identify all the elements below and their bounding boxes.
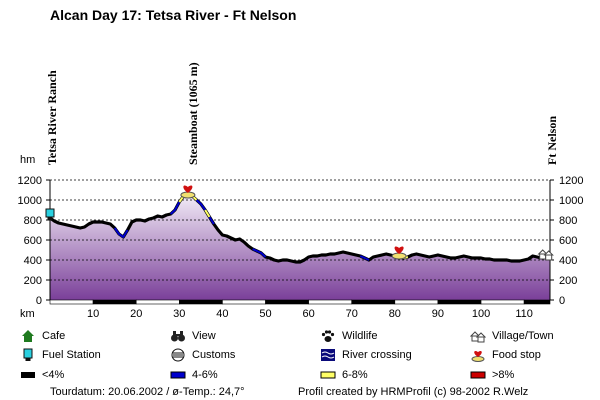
y-tick-label-right: 200 [559, 275, 577, 287]
footer-credit: Profil created by HRMProfil (c) 98-2002 … [298, 386, 529, 398]
food-stop-icon [391, 246, 407, 260]
km-scale-block [222, 299, 266, 305]
x-tick-label: 30 [173, 308, 185, 320]
grade-4-6-swatch [170, 371, 186, 379]
grade-segment [204, 209, 211, 218]
km-scale-block [135, 299, 180, 305]
grade-segment [170, 201, 181, 215]
y-tick-label-right: 1000 [559, 195, 583, 207]
y-tick-label-left: 400 [24, 255, 42, 267]
y-tick-label-right: 600 [559, 235, 577, 247]
x-tick-label: 110 [515, 308, 533, 320]
legend-label-customs: Customs [192, 349, 236, 361]
elevation-profile-chart: Alcan Day 17: Tetsa River - Ft Nelson 0 0… [18, 7, 584, 320]
legend-label-cafe: Cafe [42, 330, 66, 342]
legend-label-food: Food stop [492, 349, 541, 361]
km-scale-block [179, 299, 223, 305]
fuel-pump-base [47, 217, 53, 220]
y-tick-label-left: 200 [24, 275, 42, 287]
paw-icon [321, 330, 335, 342]
legend-label-river: River crossing [342, 349, 412, 361]
km-scale-block [394, 299, 439, 305]
km-scale-block [480, 299, 525, 305]
chart-title: Alcan Day 17: Tetsa River - Ft Nelson [50, 7, 296, 23]
x-axis-label: km [20, 308, 35, 320]
grade-over-8-swatch [470, 371, 486, 379]
x-tick-label: 100 [472, 308, 490, 320]
grade-segment [252, 248, 267, 258]
x-tick-label: 40 [216, 308, 228, 320]
food-stop-heart [183, 185, 193, 193]
x-tick-label: 50 [259, 308, 271, 320]
village-icon [470, 331, 486, 343]
village-house-right [545, 254, 553, 261]
y-tick-label-left: 0 [36, 295, 42, 307]
km-scale-block [265, 299, 309, 305]
river-crossing-icon [321, 349, 335, 361]
village-icon [537, 249, 554, 261]
grade-segment [113, 227, 129, 238]
fuel-pump-body [45, 208, 55, 218]
legend-label-wildlife: Wildlife [342, 330, 378, 342]
grade-segment [359, 255, 370, 261]
y-axis-label: hm [20, 154, 35, 166]
food-stop-icon [180, 185, 196, 199]
y-tick-label-left: 1000 [18, 195, 42, 207]
y-tick-label-left: 600 [24, 235, 42, 247]
food-stop-icon [471, 350, 485, 362]
place-label: Tetsa River Ranch [45, 70, 59, 165]
legend-label-fuel: Fuel Station [42, 349, 101, 361]
y-tick-label-right: 1200 [559, 175, 583, 187]
binoculars-icon [171, 331, 185, 342]
legend-label-village: Village/Town [492, 330, 554, 342]
legend-label-grade-over-8: >8% [492, 369, 515, 381]
km-scale-block [351, 299, 396, 305]
grade-segment [208, 216, 215, 225]
fuel-pump-icon [23, 348, 33, 361]
x-tick-label: 80 [389, 308, 401, 320]
legend-label-grade-4-6: 4-6% [192, 369, 218, 381]
y-tick-label-right: 400 [559, 255, 577, 267]
footer-tour-date: Tourdatum: 20.06.2002 / ø-Temp.: 24,7° [50, 386, 245, 398]
x-tick-label: 20 [130, 308, 142, 320]
km-scale-block [437, 299, 482, 305]
profile-outline [49, 191, 551, 264]
y-tick-label-left: 1200 [18, 175, 42, 187]
food-stop-heart [394, 246, 404, 254]
x-tick-label: 90 [432, 308, 444, 320]
customs-icon [171, 348, 185, 362]
x-tick-label: 60 [302, 308, 314, 320]
grade-segment [195, 199, 207, 211]
km-scale-block [92, 299, 137, 305]
village-roof-left [537, 249, 548, 255]
place-label: Steamboat (1065 m) [186, 62, 200, 165]
km-scale-block [49, 299, 94, 305]
legend-label-grade-under-4: <4% [42, 369, 65, 381]
legend-label-view: View [192, 330, 216, 342]
km-scale-block [308, 299, 353, 305]
x-tick-label: 70 [346, 308, 358, 320]
y-tick-label-right: 800 [559, 215, 577, 227]
place-label: Ft Nelson [545, 116, 559, 165]
grade-under-4-swatch [21, 372, 35, 378]
legend-label-grade-6-8: 6-8% [342, 369, 368, 381]
fuel-pump-icon [45, 208, 55, 220]
cafe-icon [22, 330, 34, 342]
km-scale-block [523, 299, 551, 305]
elevation-area [50, 193, 550, 300]
y-tick-label-left: 800 [24, 215, 42, 227]
y-tick-label-right: 0 [559, 295, 565, 307]
x-tick-label: 10 [87, 308, 99, 320]
grade-6-8-swatch [320, 371, 336, 379]
